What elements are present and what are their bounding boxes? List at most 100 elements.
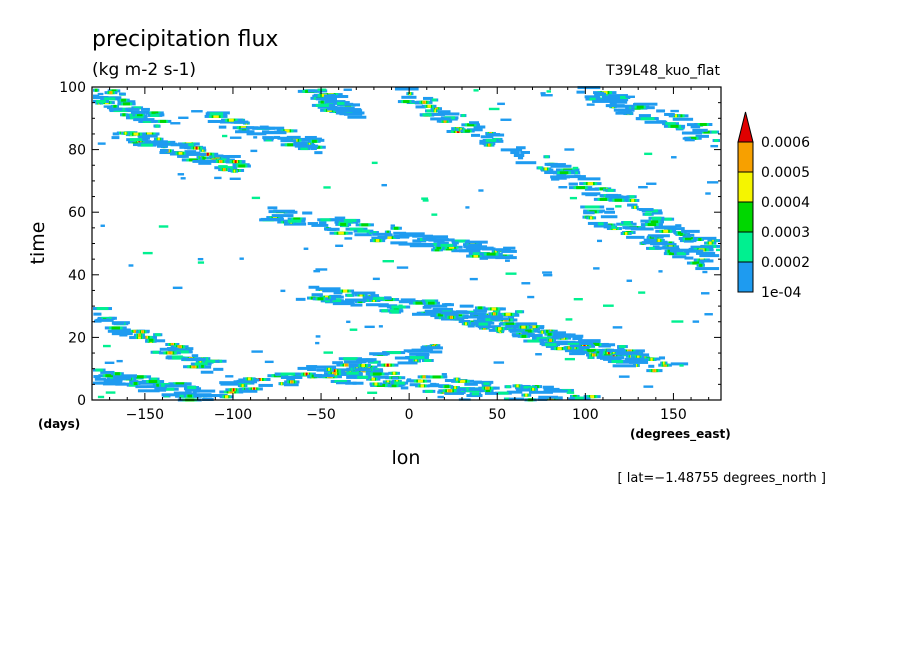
precip-streak-core: [346, 293, 353, 297]
precip-streak-core: [599, 197, 607, 201]
precip-streak: [466, 128, 483, 132]
precip-streak-core: [141, 143, 153, 147]
precip-streak: [354, 233, 372, 237]
precip-streak-core: [657, 238, 661, 242]
precip-streak-core: [663, 229, 669, 233]
precip-streak: [508, 397, 525, 401]
precip-speck: [527, 295, 535, 299]
precip-streak-core: [287, 143, 296, 147]
precip-streak-core: [473, 254, 479, 258]
precip-speck: [670, 109, 679, 113]
precip-streak: [384, 233, 393, 237]
precip-streak-core: [674, 114, 677, 118]
precip-streak: [654, 246, 676, 250]
precip-streak: [377, 235, 388, 239]
precip-streak-core: [374, 382, 378, 386]
precip-speck: [382, 260, 394, 263]
precip-streak: [369, 352, 390, 356]
precip-streak: [606, 193, 618, 197]
precip-streak: [605, 98, 629, 102]
precip-streak: [638, 208, 654, 212]
precip-streak: [440, 311, 454, 315]
precip-streak: [465, 246, 482, 250]
precip-streak-core: [434, 109, 437, 113]
precip-streak: [545, 344, 559, 348]
precip-speck: [565, 318, 573, 321]
precip-streak: [612, 364, 637, 368]
precip-streak-core: [280, 382, 283, 386]
precip-streak: [343, 360, 367, 364]
precip-speck: [239, 257, 244, 260]
precip-streak: [324, 227, 340, 231]
precip-streak: [513, 154, 525, 158]
precip-streak: [348, 374, 358, 378]
y-tick-label: 20: [68, 330, 86, 346]
precip-streak-core: [676, 252, 686, 256]
precip-speck: [184, 382, 192, 386]
precip-speck: [683, 240, 694, 243]
precip-streak-core: [403, 100, 410, 104]
precip-streak: [400, 298, 416, 302]
precip-streak: [424, 309, 446, 313]
precip-streak-core: [159, 119, 167, 123]
precip-streak-core: [317, 297, 324, 301]
precip-streak-core: [713, 139, 719, 143]
precip-streak-core: [265, 138, 272, 142]
precip-streak: [394, 356, 416, 360]
colorbar-level-label: 0.0006: [761, 135, 810, 151]
precip-speck: [103, 105, 113, 108]
precip-streak-core: [121, 98, 126, 102]
precip-streak-core: [668, 241, 672, 245]
latitude-annotation: [ lat=−1.48755 degrees_north ]: [618, 471, 826, 486]
precip-streak-core: [344, 363, 348, 367]
precip-speck: [422, 199, 429, 202]
precip-streak: [627, 203, 638, 207]
precip-streak: [260, 217, 284, 221]
precip-streak: [669, 249, 684, 253]
precip-speck: [102, 344, 111, 348]
precip-streak: [339, 112, 347, 116]
precip-streak-core: [115, 372, 120, 376]
precip-streak: [690, 125, 701, 129]
precip-streak-core: [708, 241, 712, 245]
precip-streak-core: [300, 147, 309, 151]
precip-speck: [615, 205, 622, 208]
precip-speck: [702, 270, 708, 274]
precip-streak: [194, 393, 206, 397]
precip-streak: [584, 95, 600, 99]
x-tick-label: 150: [660, 407, 687, 423]
precip-streak: [243, 389, 258, 393]
precip-streak-core: [445, 247, 453, 251]
precip-streak: [602, 95, 611, 99]
precip-streak-core: [614, 198, 622, 202]
precip-streak: [616, 104, 635, 108]
precip-streak: [609, 102, 617, 106]
precip-streak: [538, 395, 558, 399]
precip-speck: [253, 136, 258, 139]
precip-streak: [542, 385, 554, 389]
precip-streak-core: [96, 307, 109, 311]
precip-streak-core: [159, 387, 175, 391]
precip-streak-core: [122, 113, 126, 117]
precip-streak: [466, 394, 483, 398]
precip-streak: [334, 216, 346, 220]
precip-speck: [197, 257, 204, 261]
precip-streak: [219, 381, 243, 385]
precip-streak-core: [450, 315, 453, 319]
precip-speck: [596, 239, 603, 243]
precip-streak-core: [532, 387, 535, 391]
precip-speck: [569, 344, 581, 348]
precip-streak: [305, 135, 317, 139]
precip-streak: [613, 195, 620, 199]
precip-streak: [307, 368, 317, 372]
precip-streak: [634, 353, 650, 357]
precip-streak-core: [434, 248, 440, 252]
precip-speck: [606, 207, 615, 211]
precip-streak-core: [635, 363, 638, 367]
precip-streak: [94, 377, 107, 381]
y-tick-label: 0: [77, 393, 86, 409]
precip-streak-core: [395, 380, 399, 384]
precip-streak: [199, 394, 216, 398]
precip-streak: [675, 224, 682, 228]
